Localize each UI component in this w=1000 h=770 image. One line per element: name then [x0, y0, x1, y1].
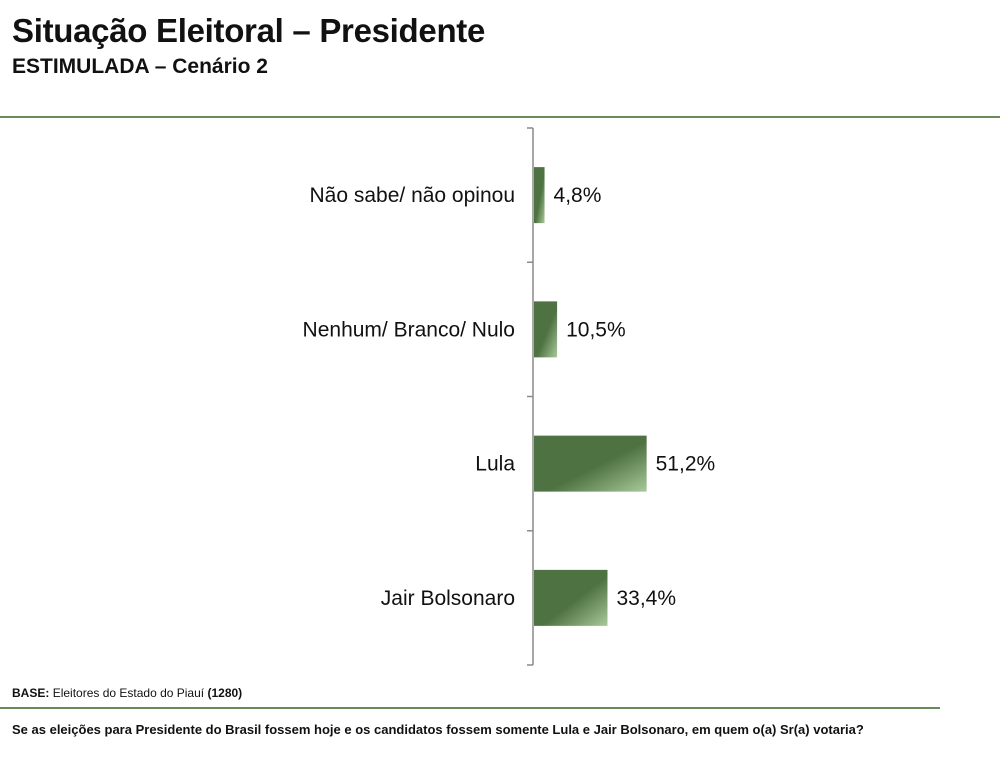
header-divider: [0, 116, 1000, 118]
bar-3: [534, 435, 647, 492]
bar-4: [534, 569, 608, 626]
base-note: BASE: Eleitores do Estado do Piauí (1280…: [12, 686, 242, 700]
category-label: Nenhum/ Branco/ Nulo: [303, 318, 515, 341]
category-label: Lula: [475, 453, 515, 476]
base-count: (1280): [207, 686, 243, 700]
category-label: Não sabe/ não opinou: [310, 184, 516, 207]
bar-2: [534, 301, 558, 358]
base-text: Eleitores do Estado do Piauí: [52, 686, 205, 700]
base-label: BASE:: [12, 686, 50, 700]
value-label: 51,2%: [656, 453, 716, 476]
page-subtitle: ESTIMULADA – Cenário 2: [12, 55, 268, 78]
bar-1: [534, 167, 545, 224]
value-label: 4,8%: [554, 184, 602, 207]
value-label: 10,5%: [566, 318, 626, 341]
page-title: Situação Eleitoral – Presidente: [12, 12, 486, 49]
footer-divider: [0, 707, 940, 709]
value-label: 33,4%: [616, 587, 676, 610]
bar-chart: Não sabe/ não opinou 4,8% Nenhum/ Branco/ …: [303, 127, 716, 666]
survey-question: Se as eleições para Presidente do Brasil…: [12, 722, 864, 737]
category-label: Jair Bolsonaro: [381, 587, 515, 610]
